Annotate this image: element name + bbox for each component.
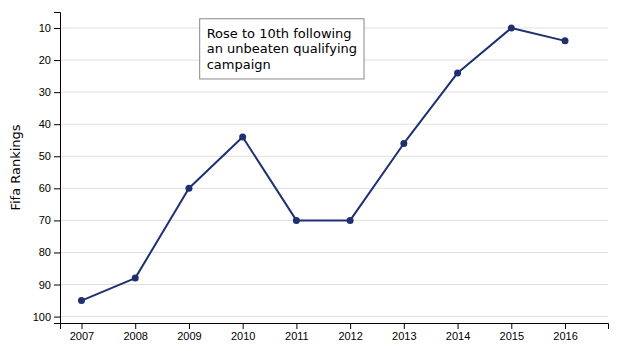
y-tick-mark: [54, 285, 60, 286]
y-tick: 40: [39, 118, 60, 130]
y-tick-label: 100: [33, 311, 51, 323]
x-tick-mark: [243, 323, 244, 329]
x-tick-label: 2016: [553, 330, 577, 342]
x-tick-mark: [458, 323, 459, 329]
x-tick-label: 2015: [500, 330, 524, 342]
x-tick-label: 2014: [446, 330, 470, 342]
x-tick: 2009: [177, 323, 201, 342]
point: [400, 140, 407, 147]
x-tick: 2012: [338, 323, 362, 342]
grid-line: [60, 92, 608, 93]
x-axis: 2007 2008 2009 2010 2011 2012 2013 2014 2015 2016: [61, 323, 609, 342]
y-tick-mark: [54, 317, 60, 318]
y-tick: 70: [39, 214, 60, 226]
annotation-line: an unbeaten qualifying: [207, 41, 357, 56]
point: [185, 185, 192, 192]
x-tick-mark: [296, 323, 297, 329]
x-tick-label: 2013: [392, 330, 416, 342]
y-tick: 100: [33, 311, 60, 323]
y-tick: 10: [39, 22, 60, 34]
y-tick-label: 40: [39, 118, 51, 130]
x-tick-mark: [404, 323, 405, 329]
y-axis: 10 20 30 40 50 60 70 80 90 100: [33, 13, 61, 324]
y-tick-mark: [54, 188, 60, 189]
point: [508, 25, 515, 32]
y-axis-line: [54, 13, 61, 324]
chart: 2007200820092010201120122013201420152016…: [0, 0, 624, 351]
annotation: Rose to 10th followingan unbeaten qualif…: [200, 19, 364, 79]
point: [347, 217, 354, 224]
y-tick-label: 20: [39, 54, 51, 66]
x-tick-label: 2012: [338, 330, 362, 342]
point: [454, 69, 461, 76]
y-tick-label: 50: [39, 150, 51, 162]
x-tick-mark: [511, 323, 512, 329]
y-tick-mark: [54, 252, 60, 253]
point: [239, 134, 246, 141]
grid-line: [60, 316, 608, 317]
annotation-line: Rose to 10th following: [207, 26, 352, 41]
x-tick: 2015: [500, 323, 524, 342]
x-tick: 2013: [392, 323, 416, 342]
y-tick-label: 30: [39, 86, 51, 98]
y-tick-mark: [54, 220, 60, 221]
grid-line: [60, 252, 608, 253]
x-tick-label: 2007: [70, 330, 94, 342]
x-tick-mark: [135, 323, 136, 329]
y-tick: 80: [39, 246, 60, 258]
x-tick-label: 2011: [285, 330, 309, 342]
x-tick-label: 2009: [177, 330, 201, 342]
y-tick: 30: [39, 86, 60, 98]
annotation-line: campaign: [207, 57, 271, 72]
x-tick-mark: [189, 323, 190, 329]
x-axis-line: [61, 324, 609, 330]
y-tick-mark: [54, 60, 60, 61]
y-tick-label: 60: [39, 182, 51, 194]
y-tick: 90: [39, 279, 60, 291]
grid-line: [60, 188, 608, 189]
grid-line: [60, 284, 608, 285]
y-tick: 50: [39, 150, 60, 162]
grid-line: [60, 156, 608, 157]
y-tick-mark: [54, 28, 60, 29]
y-tick-label: 10: [39, 22, 51, 34]
y-tick-mark: [54, 124, 60, 125]
grid-line: [60, 124, 608, 125]
point: [132, 275, 139, 282]
x-tick-mark: [81, 323, 82, 329]
annotation-box: [200, 19, 364, 79]
y-tick: 60: [39, 182, 60, 194]
x-tick: 2014: [446, 323, 470, 342]
y-tick-label: 90: [39, 279, 51, 291]
y-tick-mark: [54, 156, 60, 157]
x-tick: 2016: [553, 323, 577, 342]
x-tick-label: 2010: [231, 330, 255, 342]
annotation-text: Rose to 10th followingan unbeaten qualif…: [207, 26, 357, 72]
x-tick-mark: [565, 323, 566, 329]
point: [562, 37, 569, 44]
x-tick-label: 2008: [123, 330, 147, 342]
point: [78, 297, 85, 304]
x-tick: 2010: [231, 323, 255, 342]
plot-area: 2007200820092010201120122013201420152016…: [33, 13, 609, 342]
y-tick-label: 80: [39, 246, 51, 258]
point: [293, 217, 300, 224]
y-tick-label: 70: [39, 214, 51, 226]
y-tick-mark: [54, 92, 60, 93]
y-tick: 20: [39, 54, 60, 66]
x-tick: 2008: [123, 323, 147, 342]
x-tick: 2007: [70, 323, 94, 342]
x-tick-mark: [350, 323, 351, 329]
x-tick: 2011: [285, 323, 309, 342]
y-axis-title: Fifa Rankings: [8, 124, 23, 210]
